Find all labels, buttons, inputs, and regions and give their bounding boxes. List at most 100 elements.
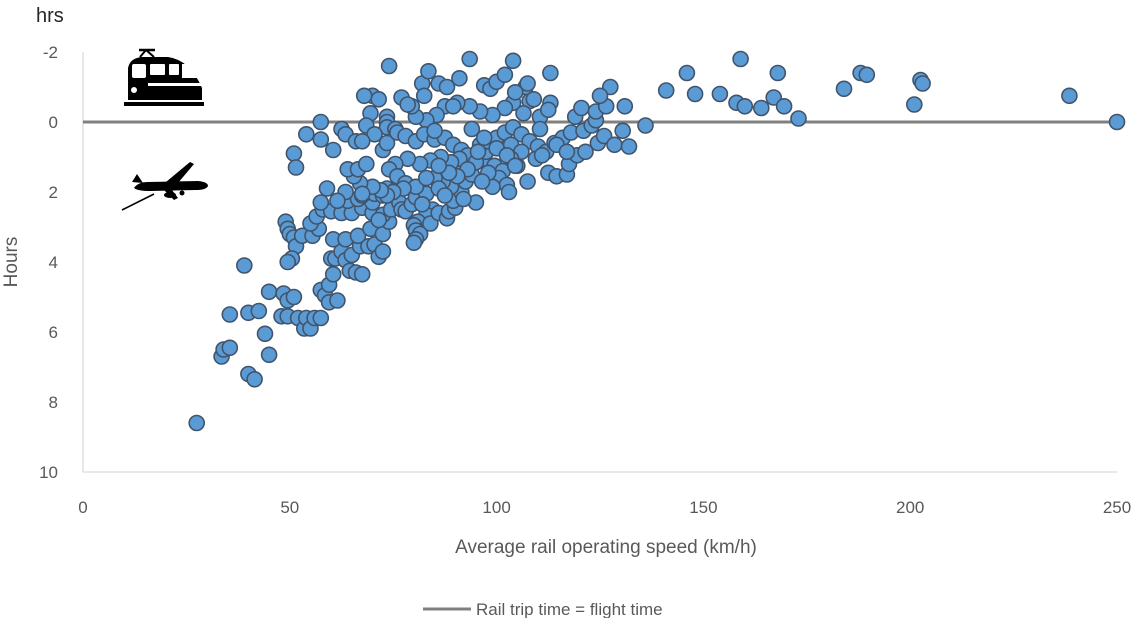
data-point bbox=[558, 143, 576, 161]
data-point bbox=[711, 85, 729, 103]
data-point bbox=[287, 159, 305, 176]
data-point bbox=[380, 57, 398, 75]
data-point bbox=[353, 133, 371, 150]
data-point bbox=[573, 99, 590, 117]
data-point bbox=[370, 91, 388, 108]
data-point bbox=[732, 50, 749, 68]
data-point bbox=[374, 243, 392, 260]
data-point bbox=[420, 63, 437, 80]
data-point bbox=[1061, 87, 1078, 105]
data-point bbox=[905, 96, 923, 113]
data-point bbox=[525, 91, 543, 108]
data-point bbox=[297, 126, 315, 143]
data-point bbox=[405, 234, 423, 252]
data-point bbox=[353, 185, 371, 203]
data-point bbox=[312, 131, 330, 148]
data-point bbox=[260, 346, 278, 364]
data-point bbox=[765, 89, 783, 106]
data-point bbox=[221, 339, 239, 357]
x-tick-label: 150 bbox=[689, 498, 717, 517]
data-points bbox=[188, 50, 1126, 432]
data-point bbox=[461, 50, 479, 68]
data-point bbox=[246, 370, 263, 388]
x-tick-label: 100 bbox=[482, 498, 510, 517]
data-point bbox=[438, 78, 456, 96]
data-point bbox=[417, 169, 435, 187]
data-point bbox=[426, 122, 443, 140]
data-point bbox=[475, 129, 493, 147]
data-point bbox=[399, 96, 417, 113]
x-tick-label: 0 bbox=[78, 498, 87, 517]
data-point bbox=[542, 64, 559, 82]
data-point bbox=[637, 117, 654, 134]
data-point bbox=[473, 173, 491, 190]
data-point bbox=[519, 75, 536, 92]
x-tick-label: 200 bbox=[896, 498, 924, 517]
airplane-icon bbox=[121, 162, 208, 211]
x-tick-labels: 0 50 100 150 200 250 bbox=[78, 498, 1131, 517]
data-point bbox=[539, 101, 557, 119]
data-point bbox=[260, 283, 278, 301]
data-point bbox=[349, 227, 367, 245]
data-point bbox=[357, 155, 375, 173]
data-point bbox=[463, 120, 481, 138]
x-tick-label: 50 bbox=[280, 498, 299, 517]
x-tick-label: 250 bbox=[1103, 498, 1131, 517]
data-point bbox=[430, 157, 448, 175]
data-point bbox=[469, 143, 487, 161]
data-point bbox=[752, 99, 770, 117]
legend: Rail trip time = flight time bbox=[423, 600, 663, 618]
data-point bbox=[790, 110, 807, 127]
data-point bbox=[285, 145, 303, 162]
data-point bbox=[355, 87, 373, 105]
data-point bbox=[324, 265, 342, 283]
data-point bbox=[736, 98, 754, 115]
data-point bbox=[312, 194, 330, 211]
data-point bbox=[221, 306, 239, 323]
data-point bbox=[370, 211, 388, 229]
y-tick-label: -2 bbox=[43, 43, 58, 62]
data-point bbox=[188, 414, 205, 432]
data-point bbox=[591, 87, 609, 105]
data-point bbox=[451, 70, 468, 87]
data-point bbox=[285, 288, 303, 306]
data-point bbox=[606, 136, 623, 154]
y-tick-label: 8 bbox=[49, 393, 58, 412]
legend-label: Rail trip time = flight time bbox=[476, 600, 663, 618]
data-point bbox=[500, 183, 518, 201]
data-point bbox=[413, 196, 431, 213]
y-tick-label: 2 bbox=[49, 183, 58, 202]
y-axis-label: Hours bbox=[1, 237, 22, 288]
data-point bbox=[378, 134, 396, 152]
y-tick-label: 0 bbox=[49, 113, 58, 132]
data-point bbox=[506, 157, 524, 175]
x-axis-label: Average rail operating speed (km/h) bbox=[455, 537, 757, 558]
data-point bbox=[614, 122, 632, 140]
data-point bbox=[595, 127, 613, 145]
data-point bbox=[914, 75, 931, 92]
data-point bbox=[279, 253, 297, 271]
data-point bbox=[515, 105, 532, 122]
data-point bbox=[436, 187, 454, 204]
data-point bbox=[496, 66, 514, 84]
y-tick-label: 4 bbox=[49, 253, 58, 272]
data-point bbox=[657, 82, 675, 99]
data-point bbox=[329, 192, 346, 210]
data-point bbox=[620, 138, 638, 155]
data-point bbox=[236, 257, 253, 274]
unit-label: hrs bbox=[36, 5, 64, 27]
data-point bbox=[312, 113, 330, 131]
data-point bbox=[577, 143, 594, 161]
data-point bbox=[312, 309, 330, 327]
data-point bbox=[775, 98, 793, 115]
data-point bbox=[531, 120, 549, 138]
y-tick-labels: -2 0 2 4 6 8 10 bbox=[39, 43, 58, 482]
data-point bbox=[329, 292, 346, 309]
data-point bbox=[455, 190, 472, 208]
data-point bbox=[858, 66, 876, 84]
data-point bbox=[250, 302, 268, 320]
data-point bbox=[835, 80, 853, 98]
data-point bbox=[256, 325, 274, 343]
data-point bbox=[318, 180, 336, 197]
